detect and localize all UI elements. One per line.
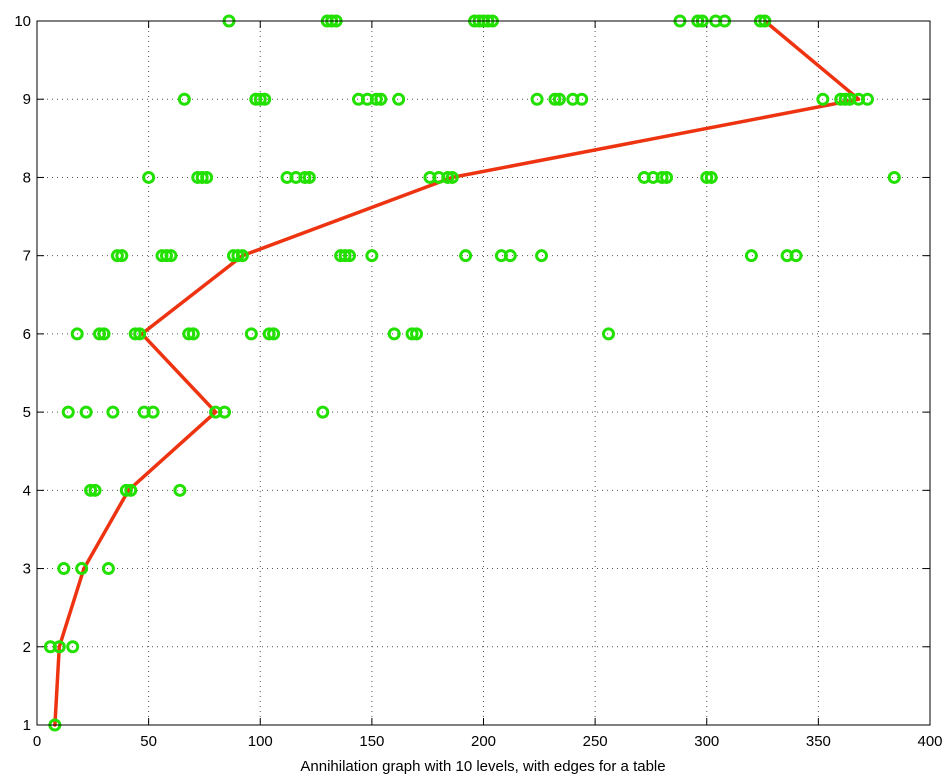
scatter-point [146,405,160,419]
scatter-point [119,483,133,497]
scatter-point [552,92,566,106]
scatter-point [602,327,616,341]
scatter-point [133,327,147,341]
scatter-point [387,327,401,341]
scatter-point [115,249,129,263]
line-layer [53,19,861,727]
scatter-point [79,405,93,419]
scatter-point [182,327,196,341]
scatter-point [392,92,406,106]
y-tick-label: 1 [23,717,31,734]
scatter-point [441,170,455,184]
scatter-point [369,92,383,106]
scatter-point [530,92,544,106]
y-tick-label: 5 [23,404,31,421]
y-tick-label: 3 [23,561,31,578]
scatter-point [267,327,281,341]
scatter-point [789,249,803,263]
scatter-point [75,562,89,576]
line-series [53,19,861,727]
scatter-point [218,405,232,419]
scatter-point [655,170,669,184]
scatter-point [374,92,388,106]
y-tick-label: 2 [23,639,31,656]
scatter-point [503,249,517,263]
y-tick-label: 8 [23,169,31,186]
scatter-point [195,170,209,184]
scatter-point [186,327,200,341]
scatter-point [704,170,718,184]
scatter-point [124,483,138,497]
scatter-point [316,405,330,419]
y-tick-label: 6 [23,326,31,343]
scatter-point [262,327,276,341]
scatter-point [93,327,107,341]
x-tick-label: 300 [694,733,719,750]
x-tick-label: 250 [583,733,608,750]
plot-background [37,21,930,725]
scatter-point [110,249,124,263]
scatter-point [235,249,249,263]
x-tick-label: 50 [140,733,157,750]
scatter-point [816,92,830,106]
x-tick-label: 200 [471,733,496,750]
y-tick-label: 7 [23,248,31,265]
x-tick-label: 0 [33,733,41,750]
tick-layer: 0 50 100 150 200 250 300 350 400 1 2 3 4 5 6 7 8 9 10 [14,13,942,750]
scatter-point [84,483,98,497]
scatter-point [159,249,173,263]
scatter-point [302,170,316,184]
scatter-point [70,327,84,341]
scatter-point [200,170,214,184]
scatter-point [548,92,562,106]
scatter-point [231,249,245,263]
scatter-point [177,92,191,106]
scatter-point [700,170,714,184]
x-tick-label: 350 [806,733,831,750]
scatter-point [298,170,312,184]
scatter-point [88,483,102,497]
scatter-point [744,249,758,263]
y-tick-label: 4 [23,482,31,499]
scatter-point [61,405,75,419]
x-tick-label: 150 [359,733,384,750]
scatter-point [106,405,120,419]
scatter-point [459,249,473,263]
scatter-point [101,562,115,576]
scatter-point [405,327,419,341]
scatter-point [887,170,901,184]
scatter-point [338,249,352,263]
x-tick-label: 400 [917,733,942,750]
y-tick-label: 9 [23,91,31,108]
scatter-point [660,170,674,184]
scatter-point [97,327,111,341]
x-axis-label: Annihilation graph with 10 levels, with … [300,758,665,775]
scatter-point [66,640,80,654]
scatter-point [244,327,258,341]
scatter-point [860,92,874,106]
scatter-point [365,249,379,263]
scatter-point [164,249,178,263]
scatter-point [52,640,66,654]
scatter-point [410,327,424,341]
scatter-point [535,249,549,263]
scatter-point [258,92,272,106]
scatter-point [838,92,852,106]
scatter-point [57,562,71,576]
scatter-point [253,92,267,106]
scatter-point [128,327,142,341]
point-layer [43,14,901,732]
x-tick-label: 100 [248,733,273,750]
scatter-point [445,170,459,184]
scatter-point [575,92,589,106]
scatter-point [173,483,187,497]
scatter-point [142,170,156,184]
y-tick-label: 10 [14,13,31,30]
plot-frame [36,20,931,726]
scatter-point [343,249,357,263]
